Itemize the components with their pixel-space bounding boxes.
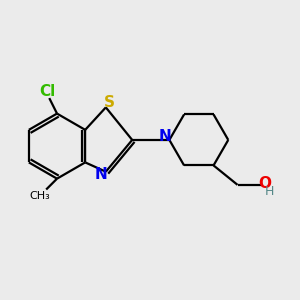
Text: N: N (159, 129, 172, 144)
Text: Cl: Cl (40, 84, 56, 99)
Text: N: N (95, 167, 108, 182)
Text: H: H (265, 184, 274, 198)
Text: CH₃: CH₃ (30, 191, 50, 201)
Text: O: O (258, 176, 271, 191)
Text: S: S (103, 95, 114, 110)
